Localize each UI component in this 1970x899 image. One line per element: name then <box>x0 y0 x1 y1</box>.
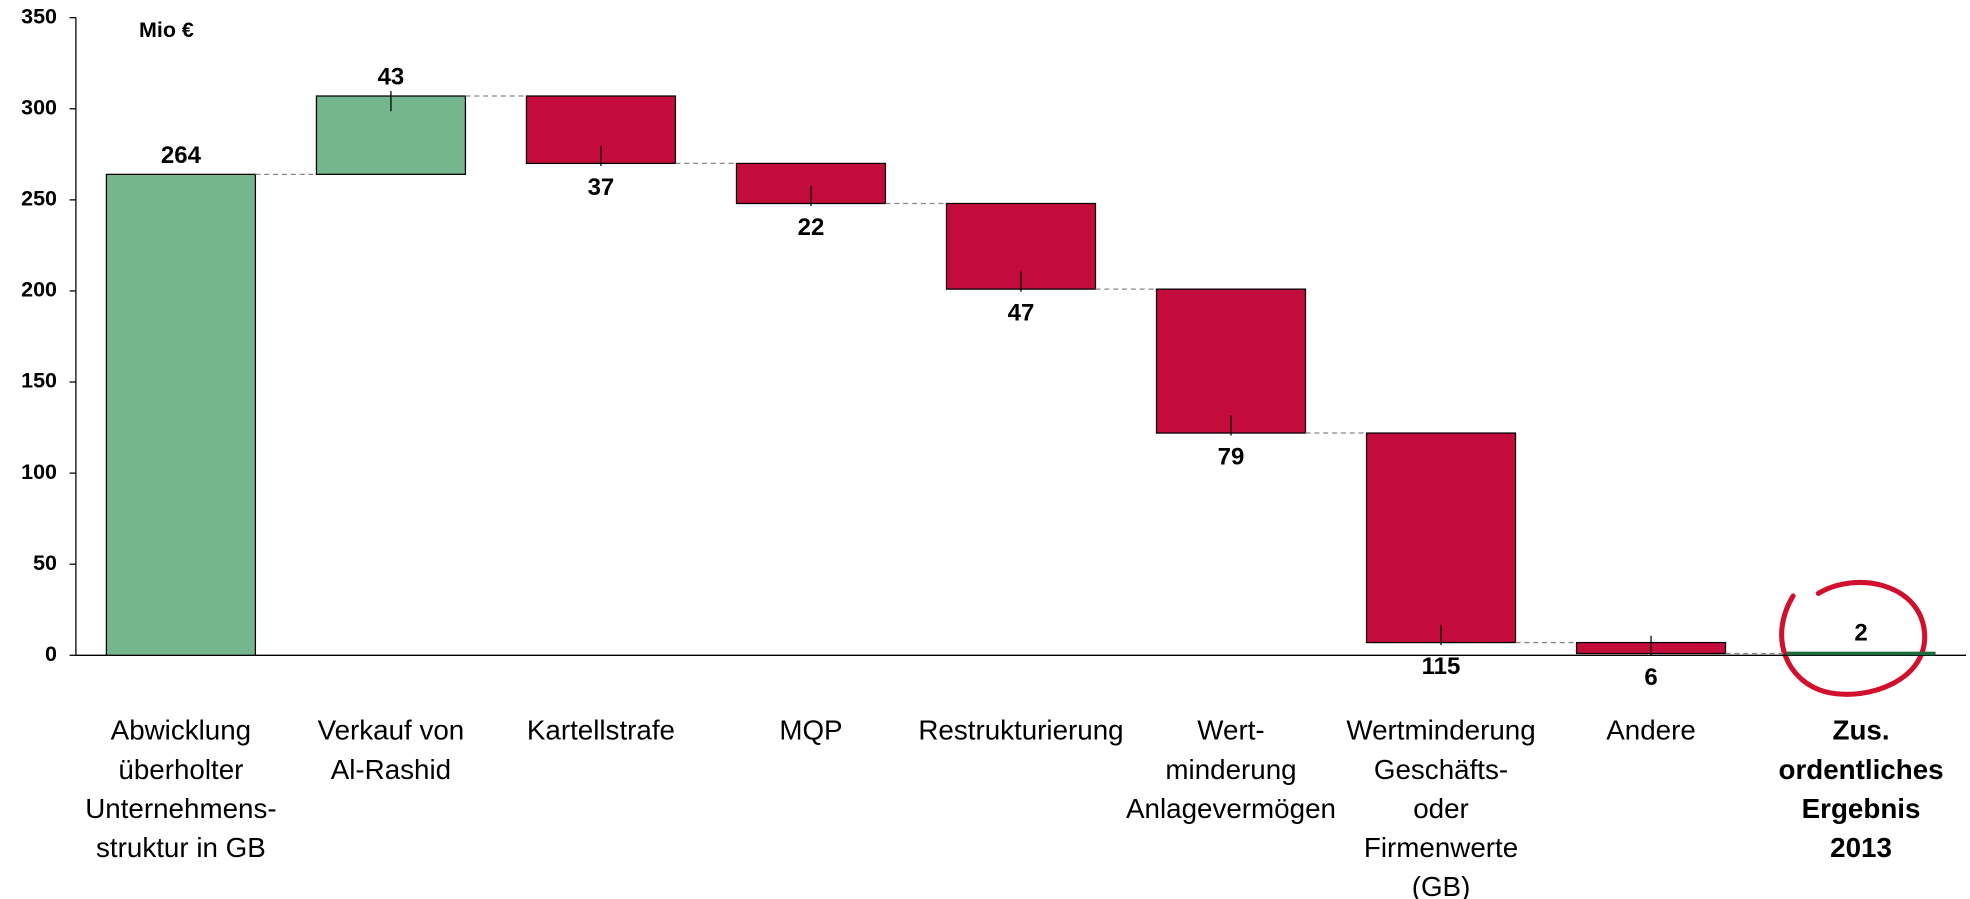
x-tick-label-line: Firmenwerte <box>1364 832 1518 863</box>
x-tick-label: Zus. ordentliches Ergebnis 2013 <box>1779 715 1944 863</box>
x-tick-label-line: Verkauf von <box>318 715 465 746</box>
bar <box>1786 651 1936 656</box>
value-label: 47 <box>1008 300 1035 327</box>
x-tick-label-line: Wertminderung <box>1346 715 1535 746</box>
x-tick-label-line: (GB) <box>1412 871 1471 899</box>
x-tick-label-line: struktur in GB <box>96 832 266 863</box>
value-label: 6 <box>1644 664 1657 691</box>
x-tick-label: Verkauf von Al-Rashid <box>318 715 465 785</box>
bar <box>1155 288 1307 434</box>
y-tick-label: 50 <box>33 551 57 575</box>
y-tick-label: 350 <box>21 4 57 28</box>
value-label: 37 <box>588 174 615 201</box>
x-tick-label: Abwicklung überholter Unternehmens-struktu… <box>85 715 276 863</box>
x-tick-label: Andere <box>1606 715 1696 746</box>
x-tick-label-line: 2013 <box>1830 832 1892 863</box>
x-tick-label: Wert-minderung Anlagevermögen <box>1126 715 1336 824</box>
value-label: 2 <box>1854 619 1867 646</box>
x-tick-label-line: Abwicklung <box>111 715 251 746</box>
value-label: 264 <box>161 142 202 169</box>
unit-label: Mio € <box>139 18 194 42</box>
value-label: 79 <box>1218 444 1245 471</box>
y-tick-label: 150 <box>21 369 57 393</box>
value-label: 22 <box>798 214 825 241</box>
x-tick-label: Restrukturierung <box>918 715 1123 746</box>
bar <box>105 173 257 656</box>
x-tick-label-line: Ergebnis <box>1802 793 1921 824</box>
x-tick-label-line: oder <box>1413 793 1469 824</box>
y-tick-label: 0 <box>45 642 57 666</box>
x-tick-label-line: Zus. <box>1833 715 1890 746</box>
x-tick-label: Kartellstrafe <box>527 715 675 746</box>
y-tick-label: 100 <box>21 460 57 484</box>
y-tick-label: 300 <box>21 95 57 119</box>
x-tick-label-line: Restrukturierung <box>918 715 1123 746</box>
value-label: 115 <box>1422 653 1461 680</box>
value-label: 43 <box>378 64 405 91</box>
x-tick-label-line: Wert- <box>1197 715 1264 746</box>
highlight-circle <box>1779 579 1927 697</box>
y-tick-label: 200 <box>21 278 57 302</box>
x-tick-label-line: Kartellstrafe <box>527 715 675 746</box>
x-tick-label-line: MQP <box>779 715 842 746</box>
x-tick-label-line: Geschäfts- <box>1374 754 1508 785</box>
x-tick-label: Wertminderung Geschäfts-oder Firmenwerte (G… <box>1346 715 1535 899</box>
x-tick-label-line: Al-Rashid <box>331 754 451 785</box>
bar <box>1365 432 1517 644</box>
x-tick-label-line: überholter <box>118 754 243 785</box>
x-tick-label-line: minderung <box>1165 754 1296 785</box>
x-tick-label-line: Andere <box>1606 715 1696 746</box>
x-tick-label-line: ordentliches <box>1779 754 1944 785</box>
x-tick-label-line: Unternehmens- <box>85 793 276 824</box>
x-tick-label: MQP <box>779 715 842 746</box>
x-tick-label-line: Anlagevermögen <box>1126 793 1336 824</box>
y-tick-label: 250 <box>21 187 57 211</box>
